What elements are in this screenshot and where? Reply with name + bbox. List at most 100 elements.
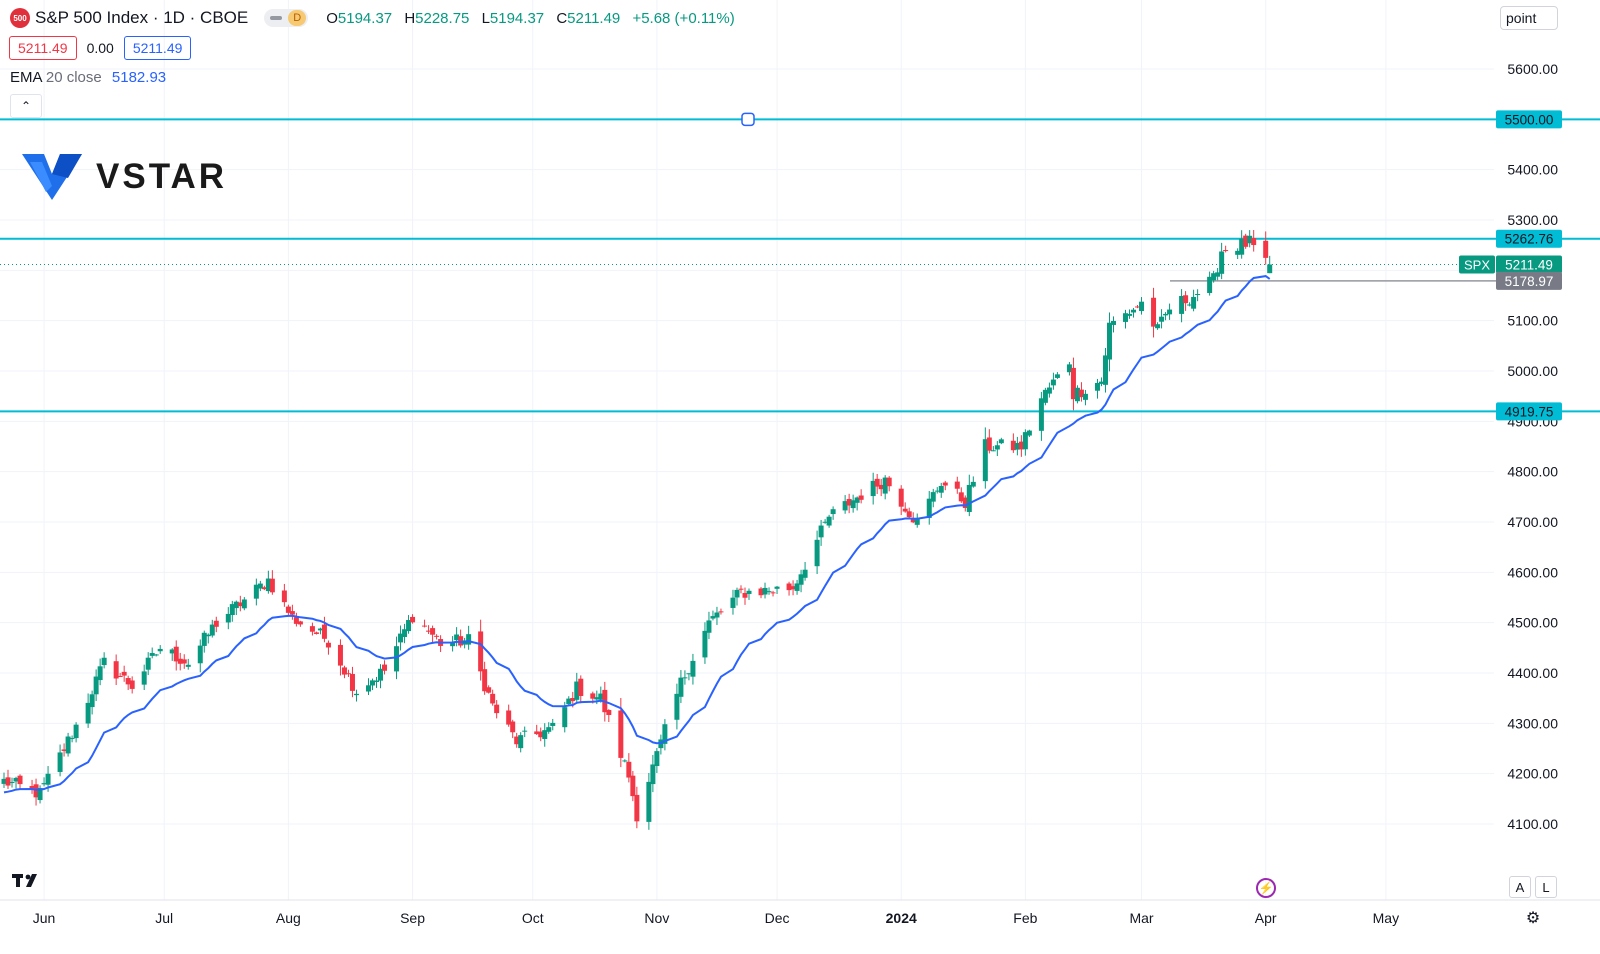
ema-legend[interactable]: EMA 20 close 5182.93 [10, 69, 166, 86]
candle-body [490, 693, 496, 704]
candle-body [1127, 313, 1133, 316]
lightning-icon[interactable]: ⚡ [1256, 878, 1276, 898]
candle-body [910, 517, 916, 523]
gear-icon[interactable]: ⚙ [1525, 910, 1541, 927]
candle-body [518, 735, 524, 749]
symbol-tag: SPX [1464, 258, 1490, 273]
close-label: C [556, 9, 568, 27]
candle-body [998, 439, 1004, 444]
candle-body [1010, 440, 1016, 451]
candle-body [938, 485, 944, 493]
candle-body [766, 591, 772, 593]
candle-body [253, 584, 259, 599]
hline-price-label-bg [1496, 229, 1562, 248]
candle-body [710, 616, 716, 619]
time-tick-label: Feb [1013, 910, 1037, 926]
brand-name: VSTAR [96, 157, 228, 196]
candle-body [650, 764, 656, 785]
candle-body [934, 490, 940, 492]
candle-body [790, 586, 796, 590]
candle-body [297, 621, 303, 625]
price-tick-label: 4600.00 [1507, 564, 1558, 580]
time-tick-label: Sep [400, 910, 425, 926]
candle-body [634, 794, 640, 822]
candle-body [718, 611, 724, 613]
candle-body [730, 597, 736, 608]
candle-body [802, 569, 808, 578]
candle-body [606, 709, 612, 716]
candle-body [117, 676, 123, 678]
candle-body [394, 646, 400, 672]
symbol-title[interactable]: S&P 500 Index · 1D · CBOE [35, 8, 249, 27]
candle-body [914, 517, 920, 525]
ema-price-label-bg [1496, 271, 1562, 290]
candle-body [870, 480, 876, 497]
candle-body [450, 641, 456, 647]
ema-line [3, 275, 1271, 794]
candle-body [289, 611, 295, 615]
horizontal-lines [0, 112, 1600, 413]
chart-header: 500 S&P 500 Index · 1D · CBOE D O5194.37… [10, 7, 743, 29]
price-tick-label: 5000.00 [1507, 363, 1558, 379]
sell-price-box[interactable]: 5211.49 [9, 36, 77, 60]
vstar-v-logo-icon [22, 154, 82, 200]
candle-body [201, 632, 207, 646]
candle-body [798, 574, 804, 585]
candle-body [341, 667, 347, 675]
price-axis[interactable]: 5600.005500.005400.005300.005200.005100.… [1507, 61, 1558, 832]
candle-body [594, 697, 600, 700]
candle-body [1195, 294, 1201, 296]
scale-mode-button[interactable]: point [1500, 6, 1558, 30]
candle-body [1235, 250, 1241, 255]
candle-body [1123, 313, 1129, 322]
candle-body [229, 604, 235, 616]
log-scale-button[interactable]: L [1535, 876, 1557, 898]
time-tick-label: Dec [765, 910, 790, 926]
candle-body [618, 710, 624, 758]
candle-body [41, 783, 47, 785]
price-tick-label: 5300.00 [1507, 212, 1558, 228]
candle-body [578, 678, 584, 697]
candle-body [1139, 301, 1145, 312]
time-axis[interactable]: Jun Jul Aug Sep Oct Nov Dec 2024 Feb Mar Apr May [33, 910, 1399, 926]
ohlc-values: O5194.37 H5228.75 L5194.37 C5211.49 +5.6… [326, 10, 743, 27]
tradingview-logo-icon[interactable] [12, 872, 46, 893]
auto-scale-button[interactable]: A [1509, 876, 1531, 898]
buy-price-box[interactable]: 5211.49 [123, 36, 192, 60]
candle-body [590, 693, 596, 699]
candle-body [970, 481, 976, 487]
candle-body [345, 673, 351, 675]
candle-body [313, 632, 319, 634]
candle-body [574, 681, 580, 700]
candle-body [682, 677, 688, 679]
candle-body [994, 445, 1000, 450]
candle-body [353, 693, 359, 696]
candle-body [1243, 235, 1249, 247]
candle-body [1082, 393, 1088, 400]
candle-body [622, 760, 628, 762]
candle-body [365, 685, 371, 692]
candle-body [1094, 382, 1100, 391]
candle-body [734, 589, 740, 598]
candle-body [37, 788, 43, 801]
candle-body [942, 482, 948, 486]
candle-body [205, 634, 211, 637]
open-label: O [326, 9, 338, 27]
market-status-toggle[interactable]: D [264, 9, 309, 27]
candle-body [261, 587, 267, 590]
candle-body [281, 590, 287, 603]
candle-body [410, 616, 416, 623]
candle-body [374, 680, 380, 683]
candle-body [177, 658, 183, 664]
candle-body [269, 578, 275, 593]
candle-body [434, 635, 440, 637]
candle-body [466, 634, 472, 645]
candle-body [197, 645, 203, 664]
candle-body [902, 508, 908, 512]
candle-body [61, 749, 67, 751]
candle-body [129, 680, 135, 689]
candle-body [954, 481, 960, 489]
candle-body [566, 698, 572, 705]
collapse-legend-button[interactable]: ⌃ [10, 94, 42, 118]
